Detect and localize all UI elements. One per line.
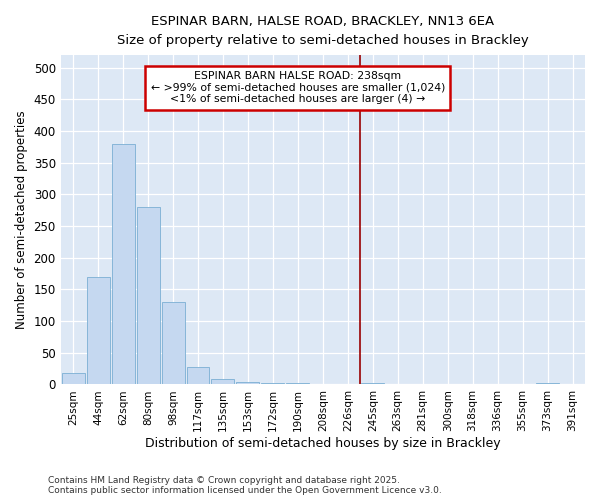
Bar	[86, 277, 110, 384]
Bar	[361, 382, 384, 384]
Bar	[211, 380, 235, 384]
Bar	[137, 207, 160, 384]
Bar	[286, 383, 310, 384]
X-axis label: Distribution of semi-detached houses by size in Brackley: Distribution of semi-detached houses by …	[145, 437, 500, 450]
Text: ESPINAR BARN HALSE ROAD: 238sqm
← >99% of semi-detached houses are smaller (1,02: ESPINAR BARN HALSE ROAD: 238sqm ← >99% o…	[151, 71, 445, 104]
Text: Contains HM Land Registry data © Crown copyright and database right 2025.
Contai: Contains HM Land Registry data © Crown c…	[48, 476, 442, 495]
Bar	[112, 144, 134, 384]
Bar	[62, 373, 85, 384]
Bar	[236, 382, 259, 384]
Bar	[262, 382, 284, 384]
Title: ESPINAR BARN, HALSE ROAD, BRACKLEY, NN13 6EA
Size of property relative to semi-d: ESPINAR BARN, HALSE ROAD, BRACKLEY, NN13…	[117, 15, 529, 47]
Bar	[187, 366, 209, 384]
Bar	[161, 302, 185, 384]
Bar	[536, 383, 559, 384]
Y-axis label: Number of semi-detached properties: Number of semi-detached properties	[15, 110, 28, 329]
